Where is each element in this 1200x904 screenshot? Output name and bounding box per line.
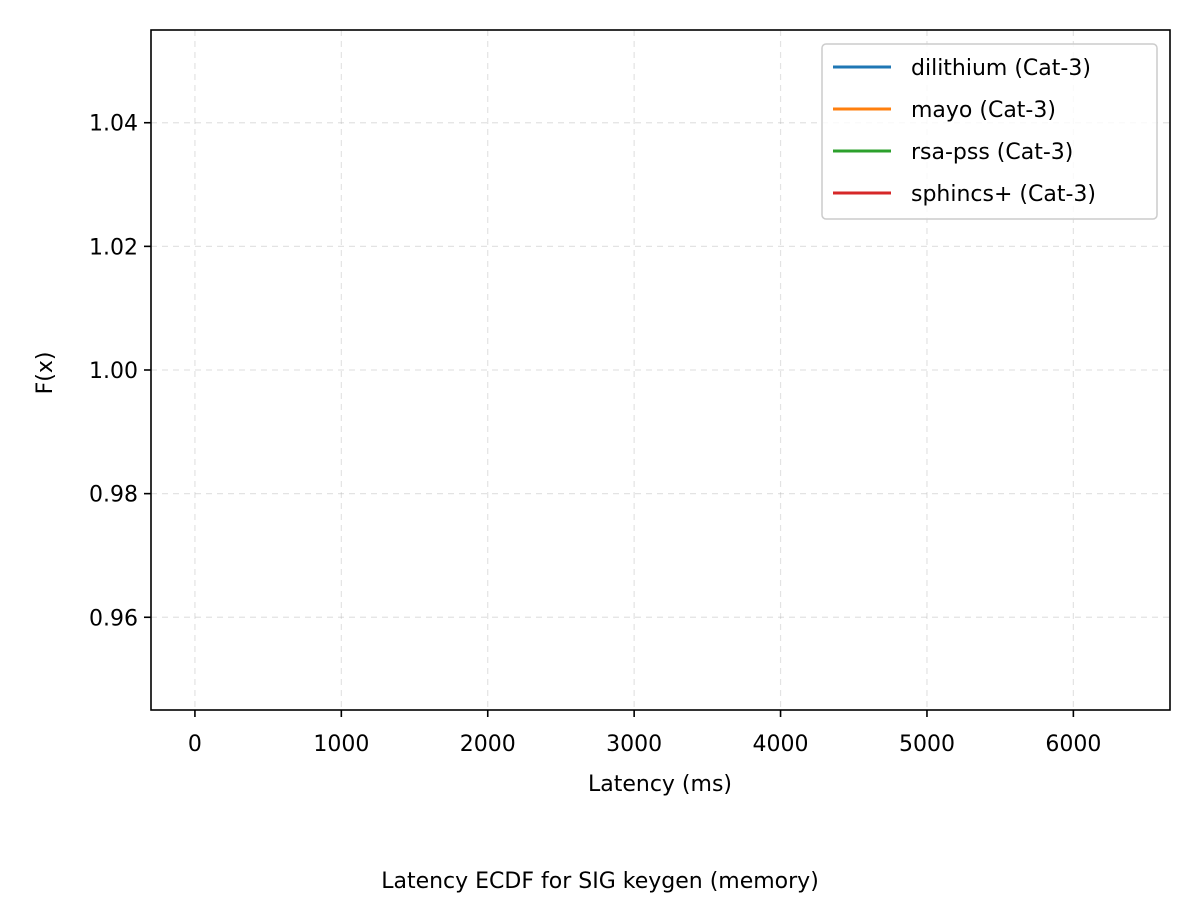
x-tick-label: 1000 (313, 732, 369, 757)
x-axis-ticks: 0 1000 2000 3000 4000 5000 6000 (188, 710, 1101, 757)
y-axis-ticks: 0.96 0.98 1.00 1.02 1.04 (89, 112, 151, 631)
y-axis-label: F(x) (33, 352, 58, 395)
legend-entry-label: rsa-pss (Cat-3) (911, 140, 1073, 165)
x-tick-label: 5000 (899, 732, 955, 757)
y-tick-label: 1.04 (89, 112, 138, 137)
x-tick-label: 6000 (1045, 732, 1101, 757)
x-tick-label: 0 (188, 732, 202, 757)
y-tick-label: 0.98 (89, 483, 138, 508)
y-tick-label: 1.02 (89, 235, 138, 260)
y-tick-label: 1.00 (89, 359, 138, 384)
legend-entry-label: mayo (Cat-3) (911, 98, 1056, 123)
legend-entry-label: sphincs+ (Cat-3) (911, 182, 1096, 207)
chart-caption: Latency ECDF for SIG keygen (memory) (381, 869, 819, 894)
legend-box (821, 43, 1158, 220)
legend: dilithium (Cat-3) mayo (Cat-3) rsa-pss (Ca… (821, 43, 1158, 220)
x-tick-label: 4000 (753, 732, 809, 757)
legend-entry-label: dilithium (Cat-3) (911, 56, 1091, 81)
x-tick-label: 2000 (460, 732, 516, 757)
x-axis-label: Latency (ms) (588, 772, 732, 797)
x-tick-label: 3000 (606, 732, 662, 757)
y-tick-label: 0.96 (89, 606, 138, 631)
